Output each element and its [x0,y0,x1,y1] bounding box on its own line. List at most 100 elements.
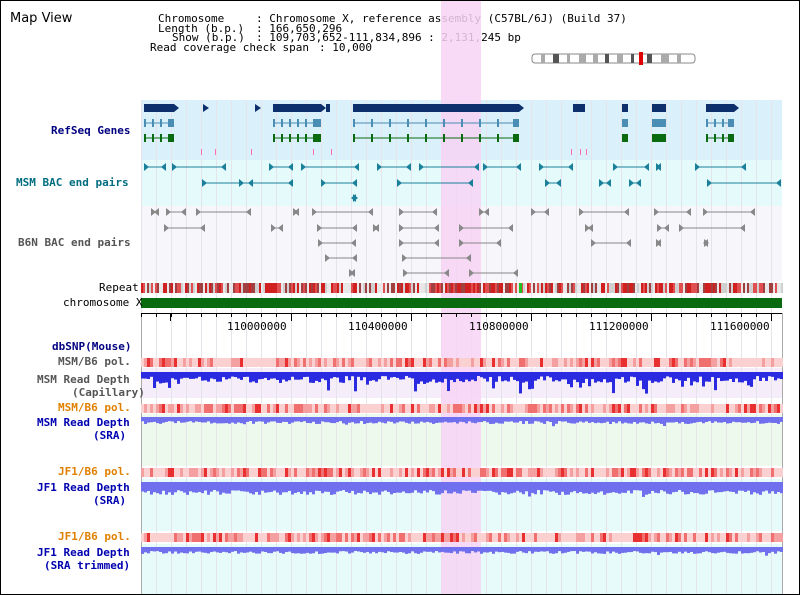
polymorphism-cell [750,404,753,413]
polymorphism-cell [219,468,222,477]
depth-bar [666,482,669,494]
gene-exon [315,134,321,142]
depth-bar [495,547,498,552]
polymorphism-cell [675,358,678,367]
depth-bar [489,372,492,378]
polymorphism-cell [408,358,411,367]
chromosome-ideogram-icon[interactable] [531,52,696,65]
bac-end-icon [656,163,661,171]
depth-bar [705,417,708,422]
track-label-jf1-b6-pol-1[interactable]: JF1/B6 pol. [58,465,131,478]
polymorphism-cell [291,468,294,477]
polymorphism-cell [672,404,675,413]
track-label-msm-bac-end-pairs[interactable]: MSM BAC end pairs [16,176,129,189]
depth-bar [165,547,168,554]
depth-bar [774,372,777,381]
polymorphism-cell [492,468,495,477]
polymorphism-cell [669,468,672,477]
repeat-block [385,283,387,293]
depth-bar [552,547,555,554]
depth-bar [321,417,324,422]
depth-bar [294,482,297,493]
track-label-chromosome[interactable]: chromosome X [63,296,143,309]
depth-bar [456,482,459,494]
depth-bar [399,482,402,493]
polymorphism-cell [429,404,432,413]
bac-end-icon [351,239,356,247]
bac-end-pairs-track[interactable] [144,163,781,277]
depth-bar [402,417,405,422]
polymorphism-cell [456,468,459,477]
depth-bar [165,482,168,495]
track-label-jf1-read-depth-trimmed[interactable]: JF1 Read Depth [37,546,130,559]
depth-bar [423,417,426,423]
polymorphism-cell [294,533,297,542]
depth-bar [426,547,429,552]
polymorphism-cell [486,533,489,542]
depth-bar [567,547,570,552]
bac-end-icon [656,239,661,247]
track-label-msm-read-depth-capillary[interactable]: MSM Read Depth [37,373,130,386]
polymorphism-cell [534,468,537,477]
polymorphism-cell [372,533,375,542]
depth-bar [525,482,528,492]
track-label-jf1-read-depth-sra[interactable]: JF1 Read Depth [37,481,130,494]
depth-bar [699,372,702,377]
repeat-block [777,283,779,293]
repeat-block [277,283,279,293]
depth-bar [474,482,477,493]
polymorphism-cell [354,404,357,413]
polymorphism-cell [639,404,642,413]
repeat-track[interactable] [141,283,783,293]
track-label-msm-b6-pol-1[interactable]: MSM/B6 pol. [58,355,131,368]
depth-bar [672,482,675,493]
polymorphism-cell [192,533,195,542]
track-label-msm-b6-pol-2[interactable]: MSM/B6 pol. [58,401,131,414]
depth-bar [351,372,354,377]
track-label-refseq-genes[interactable]: RefSeq Genes [51,124,131,137]
track-label-msm-read-depth-sra[interactable]: MSM Read Depth [37,416,130,429]
polymorphism-cell [447,404,450,413]
track-label-jf1-b6-pol-2[interactable]: JF1/B6 pol. [58,530,131,543]
depth-bar [753,547,756,553]
track-label-msm-read-depth-capillary-2: (Capillary) [72,386,145,399]
polymorphism-cell [369,468,372,477]
depth-bar [333,482,336,495]
refseq-genes-track[interactable] [144,104,739,155]
polymorphism-cell [294,468,297,477]
polymorphism-cell [267,468,270,477]
depth-bar [630,372,633,377]
depth-bar [384,482,387,491]
depth-bar [480,482,483,491]
bac-end-icon [202,179,207,187]
depth-bar [465,417,468,424]
track-label-b6n-bac-end-pairs[interactable]: B6N BAC end pairs [18,236,131,249]
depth-bar [153,547,156,552]
depth-bar [765,547,768,556]
highlight-region[interactable] [441,1,481,594]
polymorphism-cell [624,404,627,413]
depth-bar [264,417,267,424]
depth-bar [267,372,270,381]
polymorphism-cell [633,468,636,477]
track-label-repeat[interactable]: Repeat [99,281,139,294]
polymorphism-cell [213,404,216,413]
polymorphism-cell [777,358,780,367]
depth-bar [240,547,243,553]
depth-bar [141,372,144,379]
track-label-dbsnp[interactable]: dbSNP(Mouse) [52,340,132,353]
depth-bar [561,417,564,422]
depth-bar [720,417,723,423]
polymorphism-cell [153,468,156,477]
depth-bar [576,417,579,423]
depth-bar [441,417,444,423]
depth-bar [684,547,687,552]
polymorphism-cell [303,404,306,413]
depth-bar [354,417,357,424]
polymorphism-cell [582,358,585,367]
polymorphism-cell [708,533,711,542]
repeat-block [353,283,355,293]
polymorphism-cell [456,358,459,367]
depth-bar [279,372,282,383]
